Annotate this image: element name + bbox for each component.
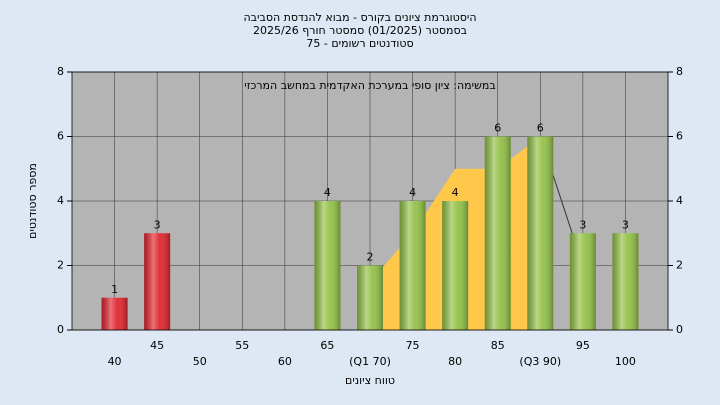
bar-shade [484, 136, 511, 330]
bar-shade [144, 233, 171, 330]
annotation: במשימה: ציון סופי במערכת האקדמית במחשב ה… [244, 79, 495, 92]
value-label: 3 [154, 218, 161, 231]
bar-shade [399, 201, 426, 330]
y2-tick-label: 8 [676, 65, 683, 78]
y-tick-label: 8 [57, 65, 64, 78]
x-tick-label: 50 [193, 355, 207, 368]
value-label: 6 [494, 122, 501, 135]
x-tick-label: 80 [448, 355, 462, 368]
value-label: 6 [537, 122, 544, 135]
chart-subtitle: בסמסטר (01/2025) סמסטר חורף 2025/26 [253, 24, 467, 37]
bar-shade [612, 233, 639, 330]
chart-title: היסטוגרמת ציונים בקורס - מבוא להנדסת הסב… [243, 11, 476, 24]
x-tick-label: 95 [576, 339, 590, 352]
y-tick-label: 2 [57, 259, 64, 272]
x-tick-label: 55 [235, 339, 249, 352]
x-tick-label: 45 [150, 339, 164, 352]
x-axis-label: טווח ציונים [345, 374, 395, 387]
value-label: 3 [579, 218, 586, 231]
bar-shade [527, 136, 554, 330]
bar-shade [314, 201, 341, 330]
y-axis-label: מספר סטודנטים [26, 163, 39, 239]
y-tick-label: 0 [57, 323, 64, 336]
bar-shade [101, 297, 128, 330]
y2-tick-label: 4 [676, 194, 683, 207]
bar-shade [442, 201, 469, 330]
value-label: 2 [367, 251, 374, 264]
y2-tick-label: 2 [676, 259, 683, 272]
x-tick-label: 60 [278, 355, 292, 368]
value-label: 4 [324, 186, 331, 199]
chart-subtitle: סטודנטים רשומים - 75 [306, 37, 413, 50]
x-tick-label: 100 [615, 355, 636, 368]
bar-shade [357, 265, 383, 330]
x-tick-label: 75 [406, 339, 420, 352]
value-label: 3 [622, 218, 629, 231]
bar-shade [569, 233, 596, 330]
value-label: 4 [452, 186, 459, 199]
y2-tick-label: 0 [676, 323, 683, 336]
x-tick-label: 85 [491, 339, 505, 352]
x-tick-label: (Q3 90) [519, 355, 561, 368]
x-tick-label: 40 [108, 355, 122, 368]
x-tick-label: 65 [320, 339, 334, 352]
plot-border [71, 71, 669, 331]
x-tick-label: (Q1 70) [349, 355, 391, 368]
value-label: 4 [409, 186, 416, 199]
y-tick-label: 6 [57, 130, 64, 143]
value-label: 1 [111, 283, 118, 296]
y-tick-label: 4 [57, 194, 64, 207]
y2-tick-label: 6 [676, 130, 683, 143]
